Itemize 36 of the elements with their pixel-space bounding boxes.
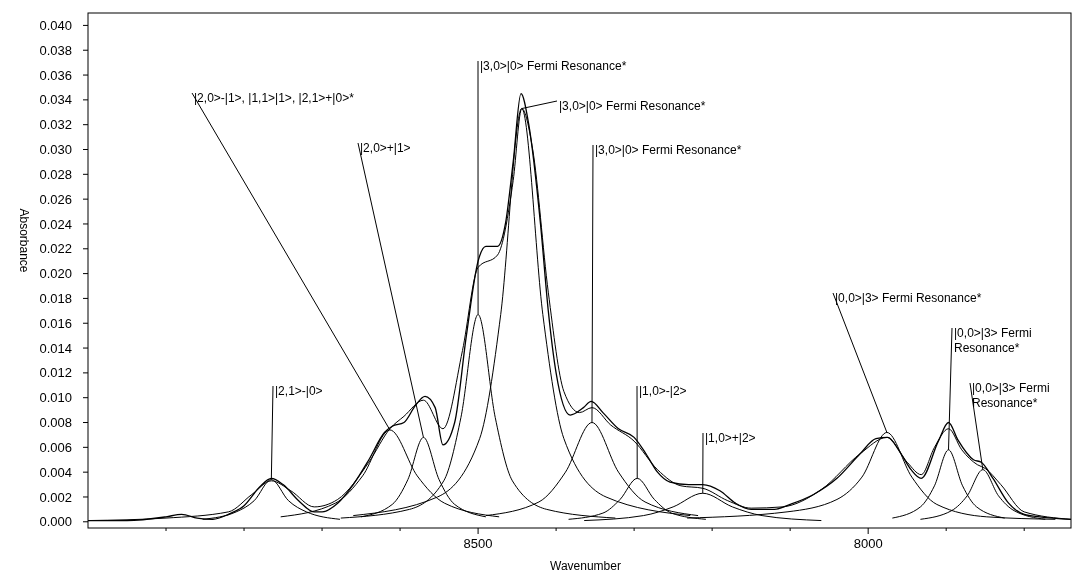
y-tick-label: 0.022	[39, 241, 72, 257]
x-tick-label: 8500	[463, 536, 493, 551]
y-tick-label: 0.032	[39, 117, 72, 133]
y-tick-label: 0.002	[39, 489, 72, 505]
annotation: |0,0>|3> Fermi Resonance*	[835, 291, 982, 305]
y-tick-label: 0.012	[39, 365, 72, 381]
y-tick-label: 0.000	[39, 514, 72, 530]
annotation: |3,0>|0> Fermi Resonance*	[559, 99, 706, 113]
annotation: |3,0>|0> Fermi Resonance*	[480, 59, 627, 73]
annotation: |1,0>-|2>	[639, 384, 687, 398]
annotation: |2,1>-|0>	[275, 384, 323, 398]
y-tick-label: 0.006	[39, 439, 72, 455]
y-tick-label: 0.018	[39, 290, 72, 306]
y-axis-title: Absorbance	[17, 208, 31, 273]
x-axis-title: Wavenumber	[550, 559, 621, 573]
y-tick-label: 0.010	[39, 390, 72, 406]
x-tick-label: 8000	[853, 536, 883, 551]
annotation: |3,0>|0> Fermi Resonance*	[595, 143, 742, 157]
annotation: |0,0>|3> Fermi Resonance*	[972, 381, 1050, 410]
y-tick-label: 0.030	[39, 142, 72, 158]
y-tick-label: 0.014	[39, 340, 72, 356]
annotation: |2,0>-|1>, |1,1>|1>, |2,1>+|0>*	[194, 91, 355, 105]
y-tick-label: 0.038	[39, 42, 72, 58]
annotation: |0,0>|3> Fermi Resonance*	[954, 326, 1032, 355]
y-tick-label: 0.024	[39, 216, 72, 232]
y-tick-label: 0.028	[39, 166, 72, 182]
y-tick-label: 0.040	[39, 17, 72, 33]
y-tick-label: 0.036	[39, 67, 72, 83]
annotation: |1,0>+|2>	[705, 431, 756, 445]
annotation: |2,0>+|1>	[360, 141, 411, 155]
y-tick-label: 0.020	[39, 266, 72, 282]
y-tick-label: 0.034	[39, 92, 72, 108]
y-tick-label: 0.026	[39, 191, 72, 207]
y-tick-label: 0.008	[39, 415, 72, 431]
y-tick-label: 0.004	[39, 464, 72, 480]
y-tick-label: 0.016	[39, 315, 72, 331]
